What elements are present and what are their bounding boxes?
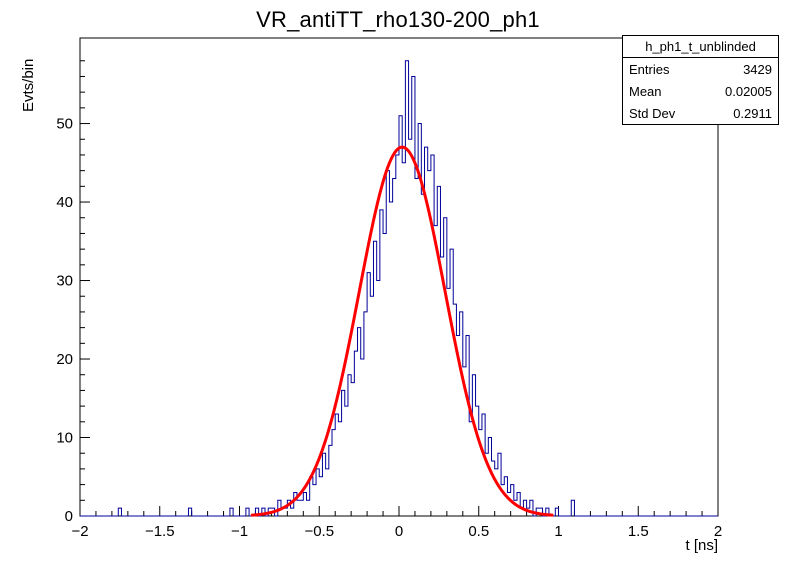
histogram-line [80,60,718,517]
y-axis-title: Evts/bin [20,58,37,112]
x-tick-label: −1 [231,523,248,540]
y-tick-label: 10 [56,430,73,447]
y-axis-minor-ticks [80,60,85,501]
stats-value-stddev: 0.2911 [733,106,772,121]
x-tick-label: 1.5 [628,523,649,540]
x-axis-title: t [ns] [685,537,718,554]
stats-value-entries: 3429 [743,62,772,77]
y-tick-label: 0 [65,508,73,525]
stats-row: Std Dev 0.2911 [623,102,778,124]
x-tick-label: 0.5 [468,523,489,540]
stats-box: h_ph1_t_unblinded Entries 3429 Mean 0.02… [622,35,779,125]
x-tick-label: 1 [554,523,562,540]
stats-value-mean: 0.02005 [725,84,772,99]
y-tick-label: 30 [56,273,73,290]
y-axis-tick-labels: 0 10 20 30 40 50 [56,116,73,525]
stats-label-entries: Entries [629,62,670,77]
stats-label-mean: Mean [629,84,662,99]
x-tick-label: 2 [714,523,722,540]
fit-curve [250,145,554,517]
y-axis-ticks [80,123,90,517]
stats-row: Mean 0.02005 [623,80,778,102]
y-tick-label: 20 [56,351,73,368]
x-tick-label: −2 [71,523,88,540]
y-tick-label: 40 [56,194,73,211]
stats-row: Entries 3429 [623,58,778,80]
stats-label-stddev: Std Dev [629,106,676,121]
x-tick-label: −0.5 [304,523,334,540]
x-tick-label: −1.5 [145,523,175,540]
chart-title: VR_antiTT_rho130-200_ph1 [256,7,540,32]
x-axis-tick-labels: −2 −1.5 −1 −0.5 0 0.5 1 1.5 2 [71,523,722,540]
y-tick-label: 50 [56,116,73,133]
x-tick-label: 0 [395,523,403,540]
stats-box-title: h_ph1_t_unblinded [623,36,778,58]
